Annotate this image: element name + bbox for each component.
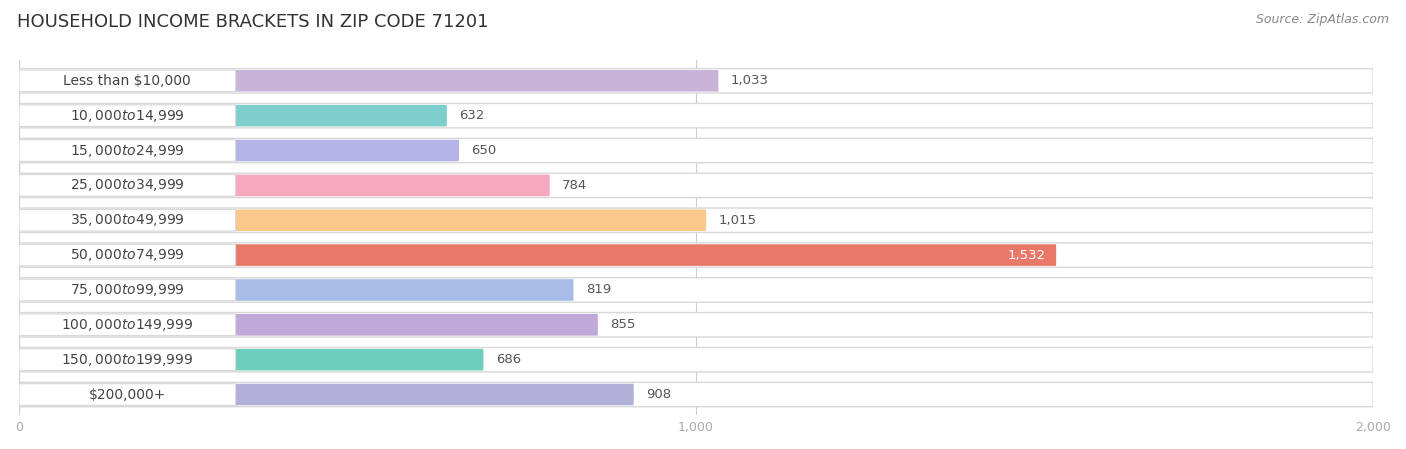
FancyBboxPatch shape — [20, 140, 460, 161]
FancyBboxPatch shape — [20, 348, 1374, 372]
Text: $10,000 to $14,999: $10,000 to $14,999 — [70, 108, 184, 123]
Text: 1,033: 1,033 — [731, 75, 769, 87]
FancyBboxPatch shape — [20, 384, 236, 405]
Text: $150,000 to $199,999: $150,000 to $199,999 — [60, 352, 194, 368]
Text: $100,000 to $149,999: $100,000 to $149,999 — [60, 317, 194, 333]
Text: 784: 784 — [562, 179, 588, 192]
FancyBboxPatch shape — [20, 105, 236, 127]
Text: Less than $10,000: Less than $10,000 — [63, 74, 191, 88]
FancyBboxPatch shape — [20, 70, 718, 92]
FancyBboxPatch shape — [20, 173, 1374, 198]
FancyBboxPatch shape — [20, 384, 634, 405]
FancyBboxPatch shape — [20, 105, 447, 127]
FancyBboxPatch shape — [20, 69, 1374, 93]
FancyBboxPatch shape — [20, 209, 236, 231]
FancyBboxPatch shape — [20, 383, 1374, 407]
Text: $15,000 to $24,999: $15,000 to $24,999 — [70, 142, 184, 158]
FancyBboxPatch shape — [20, 244, 236, 266]
Text: $35,000 to $49,999: $35,000 to $49,999 — [70, 212, 184, 228]
Text: $200,000+: $200,000+ — [89, 387, 166, 401]
FancyBboxPatch shape — [20, 314, 598, 335]
FancyBboxPatch shape — [20, 244, 1056, 266]
Text: Source: ZipAtlas.com: Source: ZipAtlas.com — [1256, 13, 1389, 26]
Text: HOUSEHOLD INCOME BRACKETS IN ZIP CODE 71201: HOUSEHOLD INCOME BRACKETS IN ZIP CODE 71… — [17, 13, 488, 31]
FancyBboxPatch shape — [20, 314, 236, 335]
Text: $25,000 to $34,999: $25,000 to $34,999 — [70, 177, 184, 194]
FancyBboxPatch shape — [20, 313, 1374, 337]
FancyBboxPatch shape — [20, 279, 574, 301]
FancyBboxPatch shape — [20, 279, 236, 301]
Text: 632: 632 — [460, 109, 485, 122]
Text: 686: 686 — [496, 353, 520, 366]
Text: $75,000 to $99,999: $75,000 to $99,999 — [70, 282, 184, 298]
FancyBboxPatch shape — [20, 349, 484, 370]
Text: 908: 908 — [645, 388, 671, 401]
FancyBboxPatch shape — [20, 209, 706, 231]
FancyBboxPatch shape — [20, 243, 1374, 267]
FancyBboxPatch shape — [20, 140, 236, 161]
FancyBboxPatch shape — [20, 278, 1374, 302]
FancyBboxPatch shape — [20, 103, 1374, 128]
FancyBboxPatch shape — [20, 138, 1374, 163]
FancyBboxPatch shape — [20, 175, 236, 196]
FancyBboxPatch shape — [20, 175, 550, 196]
FancyBboxPatch shape — [20, 349, 236, 370]
FancyBboxPatch shape — [20, 208, 1374, 233]
Text: 1,015: 1,015 — [718, 214, 756, 227]
FancyBboxPatch shape — [20, 70, 236, 92]
Text: 819: 819 — [586, 283, 612, 296]
Text: $50,000 to $74,999: $50,000 to $74,999 — [70, 247, 184, 263]
Text: 650: 650 — [471, 144, 496, 157]
Text: 1,532: 1,532 — [1008, 249, 1046, 262]
Text: 855: 855 — [610, 318, 636, 331]
